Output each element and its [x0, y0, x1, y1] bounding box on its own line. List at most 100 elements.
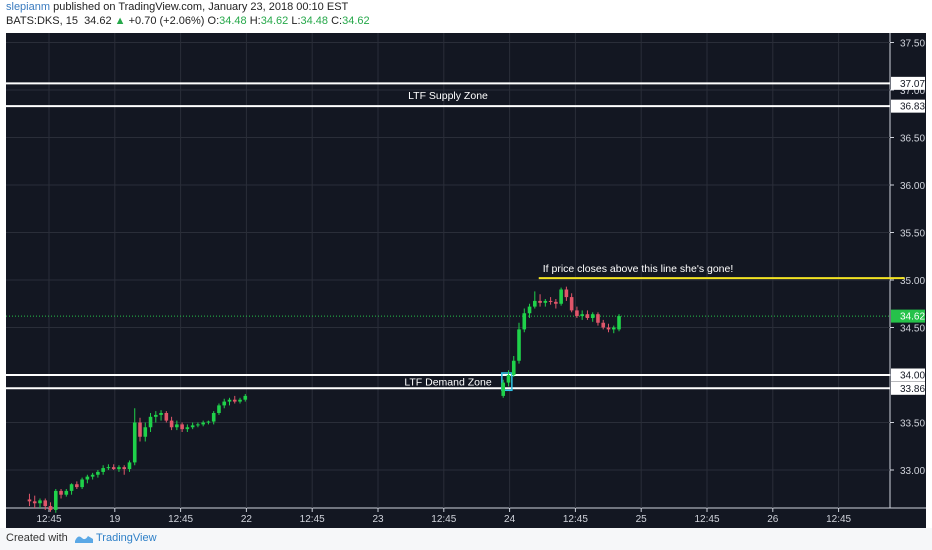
candle-body[interactable]	[222, 401, 227, 406]
candle-body[interactable]	[533, 300, 537, 307]
x-tick-label: 22	[241, 514, 253, 525]
y-tick-label: 34.50	[900, 324, 925, 335]
x-tick-label: 12:45	[694, 514, 719, 525]
high-label: H:	[249, 15, 261, 27]
candle-body[interactable]	[511, 360, 516, 375]
candle-body[interactable]	[90, 474, 95, 477]
candle-body[interactable]	[148, 416, 153, 428]
candle-body[interactable]	[75, 484, 79, 488]
y-tick-label: 33.00	[900, 466, 925, 477]
candle-body[interactable]	[96, 471, 100, 475]
candle-body[interactable]	[211, 413, 216, 422]
x-tick-label: 12:45	[36, 514, 61, 525]
tradingview-logo-icon[interactable]	[74, 531, 94, 545]
candle-body[interactable]	[548, 300, 553, 302]
candle-body[interactable]	[501, 382, 506, 396]
candle-body[interactable]	[64, 490, 69, 495]
demand-zone-label: LTF Demand Zone	[404, 377, 492, 389]
supply-zone-label: LTF Supply Zone	[408, 90, 488, 102]
price-chart[interactable]: 37.50 37.00 36.50 36.00 35.50 35.00 34.50 34.00…	[0, 31, 932, 528]
last-price-tag-label: 34.62	[900, 312, 925, 323]
candle-body[interactable]	[164, 413, 169, 421]
open-label: O:	[207, 15, 220, 27]
y-tick-label: 36.50	[900, 134, 925, 145]
tradingview-brand-link[interactable]: TradingView	[96, 532, 157, 544]
candle-body[interactable]	[543, 300, 548, 303]
annotation-text: If price closes above this line she's go…	[543, 263, 734, 275]
zone-price-tag	[891, 99, 925, 113]
author-link[interactable]: slepianm	[6, 1, 51, 13]
candle-body[interactable]	[143, 427, 148, 437]
candle-body[interactable]	[617, 316, 621, 330]
candle-body[interactable]	[169, 420, 174, 428]
candle-body[interactable]	[43, 500, 48, 507]
candle-body[interactable]	[196, 424, 200, 426]
candle-body[interactable]	[517, 329, 521, 361]
candle-body[interactable]	[217, 405, 221, 413]
candle-body[interactable]	[596, 314, 600, 323]
candle-body[interactable]	[506, 375, 511, 383]
x-tick-label: 23	[372, 514, 384, 525]
candle-body[interactable]	[127, 462, 132, 470]
candle-body[interactable]	[227, 399, 232, 402]
candle-body[interactable]	[564, 289, 569, 298]
zone-price-tag	[891, 368, 925, 382]
candle-body[interactable]	[69, 484, 74, 491]
candle-body[interactable]	[132, 422, 137, 463]
candle-body[interactable]	[585, 314, 590, 318]
candle-body[interactable]	[243, 395, 248, 400]
candle-body[interactable]	[190, 425, 195, 428]
candle-body[interactable]	[27, 499, 32, 502]
plot-area[interactable]	[6, 33, 890, 508]
time-axis[interactable]	[6, 508, 926, 528]
zone-price-tag-label: 37.07	[900, 79, 925, 90]
candle-body[interactable]	[580, 314, 584, 317]
y-tick-label: 33.50	[900, 419, 925, 430]
candle-body[interactable]	[85, 476, 90, 480]
candle-body[interactable]	[180, 424, 184, 430]
candle-body[interactable]	[606, 327, 611, 330]
chart-header: slepianm published on TradingView.com, J…	[0, 0, 932, 31]
candle-body[interactable]	[601, 322, 606, 328]
candle-body[interactable]	[117, 467, 121, 470]
candle-body[interactable]	[138, 422, 142, 437]
candle-body[interactable]	[559, 289, 563, 304]
x-tick-label: 12:45	[168, 514, 193, 525]
candle-body[interactable]	[590, 314, 595, 318]
last-price: 34.62	[84, 15, 112, 27]
candle-body[interactable]	[48, 506, 53, 510]
candle-body[interactable]	[611, 327, 616, 330]
symbol-info: BATS:DKS, 15 34.62 ▲ +0.70 (+2.06%) O:34…	[6, 15, 370, 27]
y-tick-label: 37.00	[900, 86, 925, 97]
y-tick-label: 36.00	[900, 181, 925, 192]
candle-body[interactable]	[232, 399, 237, 402]
candle-body[interactable]	[59, 490, 63, 495]
candle-body[interactable]	[569, 297, 574, 311]
high-value: 34.62	[260, 15, 289, 27]
demand-touch-highlight	[501, 372, 513, 392]
y-tick-label: 35.50	[900, 229, 925, 240]
candle-body[interactable]	[527, 306, 532, 314]
candle-body[interactable]	[122, 467, 127, 470]
candle-body[interactable]	[101, 468, 105, 472]
candle-body[interactable]	[538, 300, 542, 303]
candle-body[interactable]	[53, 490, 58, 510]
candle-body[interactable]	[106, 467, 111, 469]
candle-body[interactable]	[201, 422, 205, 425]
candle-body[interactable]	[159, 413, 163, 415]
candle-body[interactable]	[522, 313, 527, 330]
candle-body[interactable]	[111, 467, 116, 470]
low-label: L:	[291, 15, 301, 27]
published-text: published on TradingView.com, January 23…	[50, 1, 349, 13]
candle-body[interactable]	[206, 421, 211, 423]
y-tick-label: 35.00	[900, 276, 925, 287]
candle-body[interactable]	[238, 399, 242, 402]
candle-body[interactable]	[575, 310, 579, 317]
candle-body[interactable]	[554, 301, 558, 304]
candle-body[interactable]	[153, 414, 158, 417]
candle-body[interactable]	[80, 479, 84, 488]
candle-body[interactable]	[32, 501, 37, 504]
candle-body[interactable]	[175, 424, 179, 428]
candle-body[interactable]	[38, 500, 42, 504]
candle-body[interactable]	[185, 427, 190, 430]
